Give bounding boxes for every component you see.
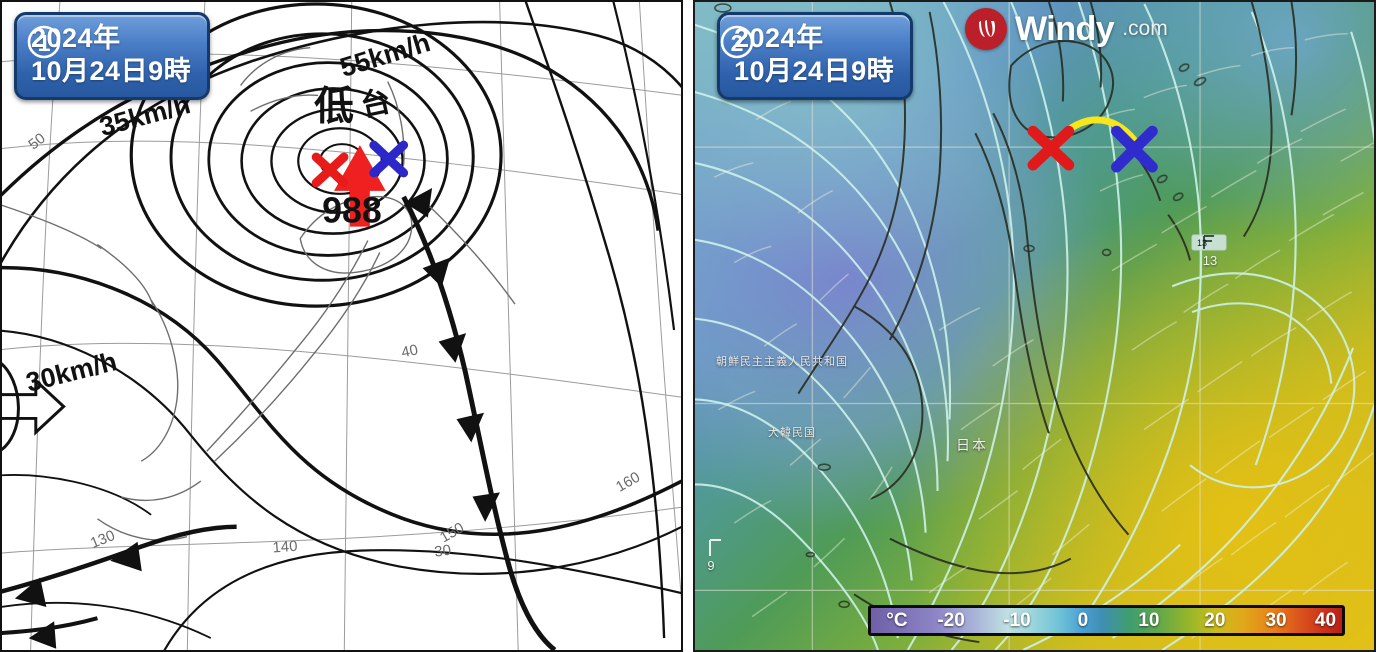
station-marker-southwest[interactable]: 9 — [697, 537, 725, 573]
windy-mark-icon — [965, 8, 1007, 50]
windy-temperature-map-panel[interactable]: 朝鮮民主主義人民共和国 大韓民国 日本 13 13 9 2024年 10月24日… — [693, 0, 1376, 652]
coastline-outlines — [2, 47, 516, 541]
station-value: 9 — [707, 558, 715, 573]
callout-right-line2: 10月24日9時 — [734, 55, 895, 86]
svg-text:50: 50 — [26, 131, 49, 154]
temperature-legend-gradient — [871, 608, 1342, 633]
speed-label-55: 55km/h — [336, 27, 433, 83]
windy-logo[interactable]: Windy .com — [965, 8, 1168, 50]
blue-x-marker — [369, 140, 409, 178]
map-label-north-korea: 朝鮮民主主義人民共和国 — [716, 356, 848, 368]
red-x-marker — [311, 152, 349, 188]
date-callout-right: 2024年 10月24日9時 — [717, 12, 914, 100]
callout-left-line1: 2024年 — [31, 23, 121, 53]
svg-text:30: 30 — [434, 543, 453, 561]
station-value: 13 — [1202, 253, 1218, 268]
red-arrow-marker — [334, 145, 386, 227]
svg-text:13: 13 — [1197, 238, 1207, 248]
surface-pressure-chart-panel: 低 台 988 55km/h 35km/h 30km/h 50 140 150 … — [0, 0, 683, 652]
callout-right-line1: 2024年 — [734, 23, 824, 53]
cold-front-southwest — [2, 524, 237, 649]
low-pressure-kanji-2: 台 — [358, 84, 394, 123]
windy-tld: .com — [1122, 17, 1168, 40]
temperature-legend[interactable]: °C -20 -10 0 10 20 30 40 — [868, 605, 1345, 636]
red-x-marker — [1027, 125, 1075, 171]
windy-wordmark: Windy — [1015, 9, 1115, 48]
speed-label-30: 30km/h — [23, 346, 120, 397]
svg-text:140: 140 — [272, 539, 298, 557]
cold-front — [401, 187, 557, 650]
pressure-chart-text: 低 台 988 55km/h 35km/h 30km/h 50 140 150 … — [2, 2, 681, 650]
motion-arrow-hollow — [2, 362, 66, 451]
windy-map-graphics — [695, 2, 1374, 650]
svg-text:130: 130 — [88, 528, 117, 552]
svg-text:160: 160 — [614, 469, 644, 495]
low-pressure-symbol: 低 — [314, 84, 354, 128]
callout-left-line2: 10月24日9時 — [31, 55, 192, 86]
wind-barb-icon: 13 — [1191, 234, 1227, 251]
station-marker-east[interactable]: 13 13 — [1190, 232, 1230, 268]
blue-x-marker — [1111, 125, 1158, 173]
svg-text:40: 40 — [400, 342, 420, 361]
map-label-south-korea: 大韓民国 — [768, 427, 816, 439]
central-pressure-value: 988 — [322, 191, 382, 231]
wind-barb-icon — [709, 539, 721, 556]
pressure-chart-graphics — [2, 2, 681, 650]
map-label-japan: 日本 — [956, 437, 988, 453]
date-callout-left: 2024年 10月24日9時 — [14, 12, 211, 100]
svg-text:150: 150 — [438, 520, 468, 546]
